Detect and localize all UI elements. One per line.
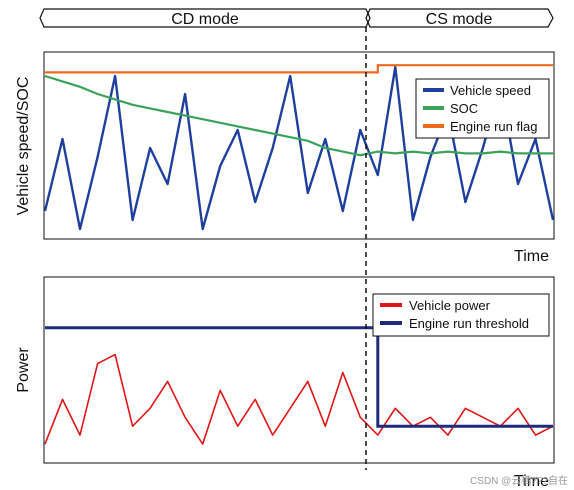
bottom-y-axis-label: Power: [15, 347, 32, 393]
series-line-engine-run-flag: [45, 64, 553, 74]
top-plot-frame: [43, 51, 555, 240]
cs-mode-label: CS mode: [426, 11, 493, 28]
watermark: CSDN @云栖???自在: [470, 474, 568, 487]
top-y-axis-label: Vehicle speed/SOC: [15, 77, 32, 216]
bottom-plot-frame: [43, 276, 555, 464]
series-line-vehicle-speed: [43, 65, 555, 231]
top-x-axis-label: Time: [514, 248, 549, 265]
legend-label-engine-run-threshold: Engine run threshold: [409, 316, 529, 331]
series-line-vehicle-power: [44, 353, 554, 445]
legend-label-engine-run-flag: Engine run flag: [450, 119, 537, 134]
cs-mode-bracket: [365, 8, 554, 28]
legend-label-soc: SOC: [450, 101, 478, 116]
bottom-legend-box: [372, 293, 550, 337]
series-line-engine-run-threshold: [45, 326, 553, 428]
series-line-soc: [44, 74, 553, 157]
cd-mode-label: CD mode: [171, 11, 239, 28]
bottom-x-axis-label: Time: [514, 473, 549, 490]
legend-label-vehicle-power: Vehicle power: [409, 298, 491, 313]
legend-label-vehicle-speed: Vehicle speed: [450, 83, 531, 98]
